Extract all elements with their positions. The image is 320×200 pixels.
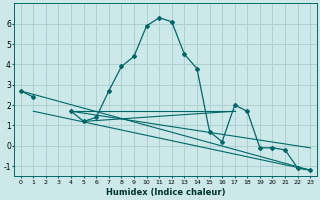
X-axis label: Humidex (Indice chaleur): Humidex (Indice chaleur) (106, 188, 225, 197)
